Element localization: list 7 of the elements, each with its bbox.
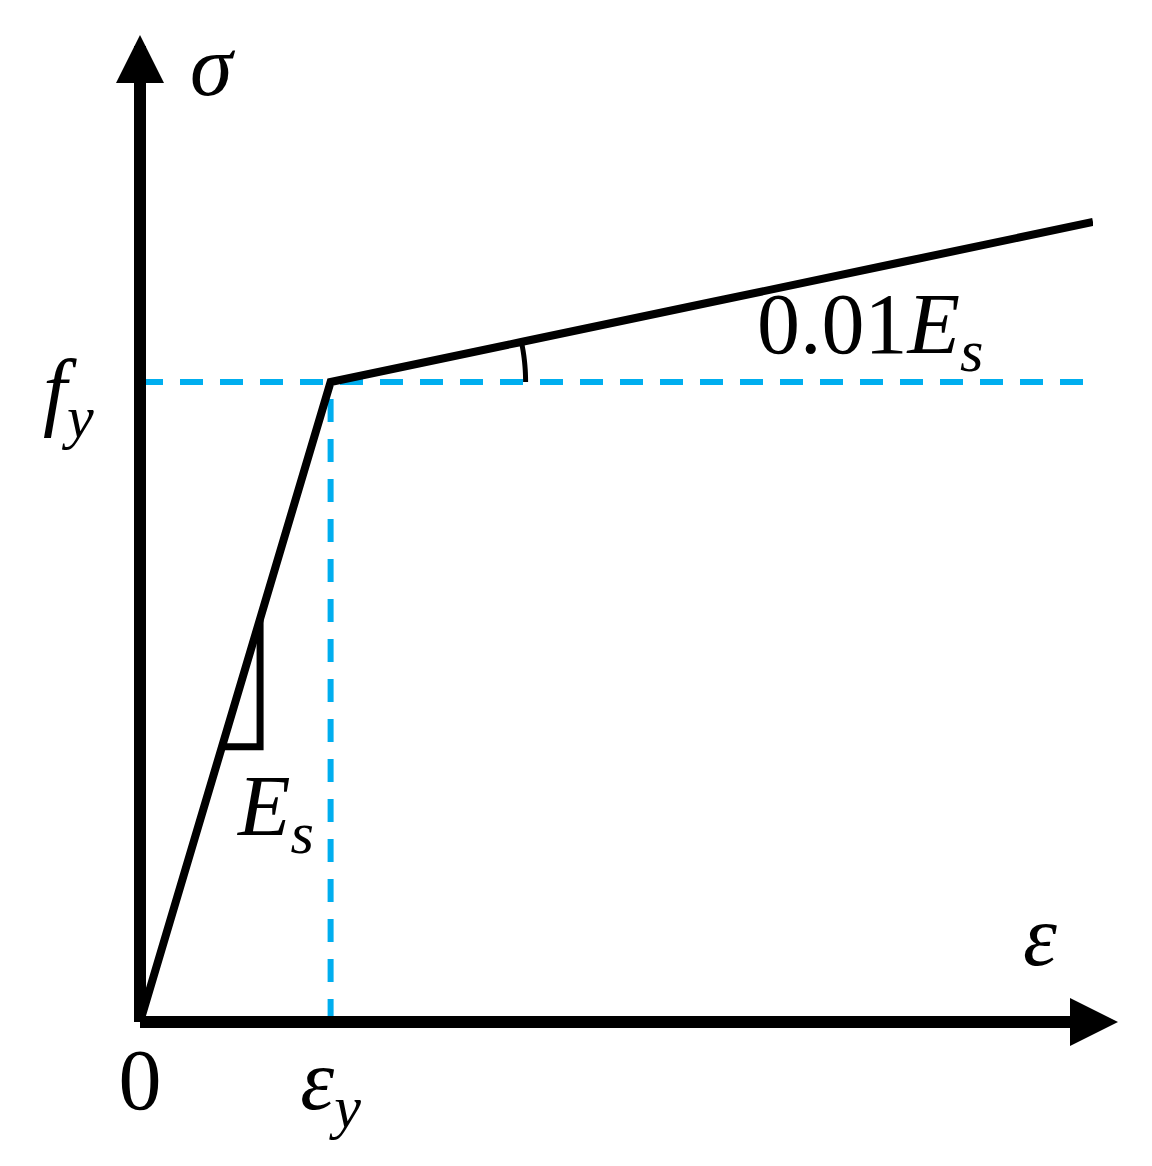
ref-line-label: f$_{y}$ bbox=[43, 342, 94, 451]
y-axis-title: σ bbox=[190, 18, 236, 114]
annotation: E$_{s}$ bbox=[236, 758, 314, 867]
annotation: 0.01E$_{s}$ bbox=[757, 276, 984, 385]
x-axis-title: ε bbox=[1023, 888, 1057, 984]
x-tick-label: ε$_{y}$ bbox=[300, 1032, 362, 1141]
x-tick-label: 0 bbox=[118, 1032, 162, 1128]
